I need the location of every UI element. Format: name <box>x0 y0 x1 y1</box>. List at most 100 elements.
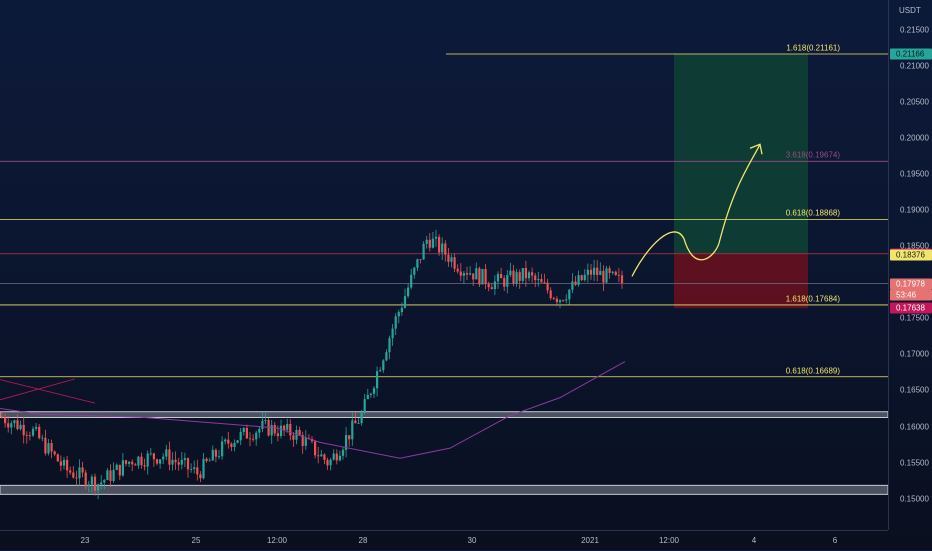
candle-body <box>199 474 202 479</box>
time-tick-label: 12:00 <box>266 536 288 545</box>
candle-body <box>493 281 496 290</box>
candle-body <box>196 467 199 475</box>
candle-body <box>208 460 211 462</box>
candle-body <box>159 459 162 464</box>
candle-body <box>205 458 208 462</box>
candle-body <box>376 371 379 389</box>
price-tick-label: 0.21000 <box>900 61 929 71</box>
candle-body <box>614 271 617 275</box>
candle-body <box>320 454 323 457</box>
trendline <box>0 379 96 404</box>
price-tick-label: 0.18500 <box>900 241 929 251</box>
candle-body <box>84 472 87 487</box>
candle-body <box>177 462 180 465</box>
projection-arrow <box>631 143 761 277</box>
trendline <box>0 378 76 401</box>
candle-body <box>472 273 475 280</box>
candle-body <box>180 459 183 465</box>
candle-body <box>509 270 512 276</box>
candle-body <box>289 423 292 436</box>
candle-body <box>469 273 472 275</box>
candle-body <box>546 282 549 291</box>
candle-body <box>174 459 177 463</box>
candle-body <box>345 435 348 450</box>
candle-body <box>165 449 168 457</box>
candle-body <box>239 431 242 441</box>
price-badge: 0.21166 <box>890 48 932 60</box>
candle-body <box>115 464 118 470</box>
candle-body <box>521 267 524 281</box>
price-tick-label: 0.17500 <box>900 313 929 323</box>
candle-body <box>171 459 174 465</box>
candle-body <box>75 477 78 479</box>
moving-average-line <box>0 361 626 459</box>
lines-layer <box>0 53 888 378</box>
candle-body <box>118 464 121 476</box>
candle-body <box>465 272 469 275</box>
candle-body <box>434 236 438 239</box>
price-tick-label: 0.16500 <box>900 385 929 395</box>
candle-body <box>106 470 109 481</box>
candle-body <box>416 259 419 268</box>
candle-body <box>450 257 453 262</box>
candle-body <box>242 427 245 432</box>
candle-body <box>0 416 4 418</box>
candle-body <box>304 438 307 446</box>
candle-body <box>283 425 286 430</box>
price-tick-label: 0.20500 <box>900 97 929 107</box>
candle-body <box>53 451 56 455</box>
candle-body <box>341 449 345 456</box>
chart-pane[interactable]: 1.618(0.21161) 3.618(0.19674) 0.618(0.1886… <box>0 0 888 530</box>
candle-body <box>425 239 428 244</box>
candle-body <box>121 460 124 476</box>
candle-body <box>348 435 351 440</box>
candle-body <box>31 428 35 436</box>
candle-body <box>431 238 434 248</box>
candle-body <box>255 432 258 440</box>
time-axis[interactable]: 23 25 12:00 28 30 2021 12:00 4 6 <box>0 530 888 551</box>
candle-body <box>292 435 295 440</box>
candle-body <box>69 470 72 473</box>
candle-body <box>490 287 493 290</box>
candle-body <box>224 439 227 442</box>
candle-body <box>379 370 382 372</box>
price-axis[interactable]: USDT 0.21500 0.21000 0.20500 0.20000 0.19500… <box>888 0 932 530</box>
candle-body <box>112 469 115 481</box>
candle-body <box>41 437 44 439</box>
candle-body <box>484 268 487 284</box>
candle-body <box>357 423 360 424</box>
candle-body <box>391 328 394 339</box>
candle-body <box>10 423 13 428</box>
price-tick-label: 0.15000 <box>900 494 929 504</box>
candle-body <box>515 272 518 284</box>
candle-body <box>230 443 233 447</box>
price-chart-canvas[interactable] <box>0 0 888 530</box>
fib-level-label: 0.618(0.18868) <box>785 209 840 219</box>
candle-body <box>25 435 28 436</box>
candle-body <box>403 296 407 308</box>
candle-body <box>323 454 326 460</box>
fib-level-label: 1.618(0.17684) <box>785 294 840 304</box>
candle-body <box>428 239 431 248</box>
candle-body <box>137 456 140 466</box>
candle-body <box>447 254 450 262</box>
candle-body <box>233 442 236 447</box>
candle-body <box>93 476 97 491</box>
price-tick-label: 0.15500 <box>900 458 929 468</box>
candle-body <box>47 443 50 454</box>
candle-body <box>338 455 341 461</box>
support-zone <box>0 411 888 418</box>
candle-body <box>109 470 112 481</box>
candle-body <box>7 423 10 428</box>
candle-body <box>66 459 69 471</box>
time-tick-label: 30 <box>467 536 477 545</box>
fib-level-label: 3.618(0.19674) <box>785 150 840 160</box>
candle-body <box>475 268 478 280</box>
candle-body <box>155 459 159 464</box>
projection-arrow-head <box>749 143 763 155</box>
candle-body <box>394 316 397 329</box>
price-tick-label: 0.17000 <box>900 349 929 359</box>
candle-body <box>28 435 31 437</box>
candle-body <box>500 273 503 279</box>
candle-body <box>183 458 186 460</box>
